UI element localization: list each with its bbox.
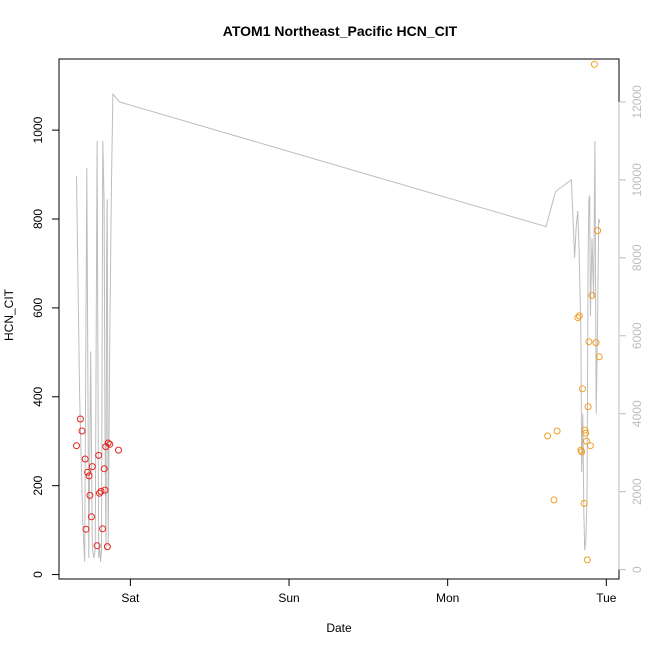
y-tick-label: 400 — [31, 386, 45, 406]
scatter-point-1-5 — [82, 525, 90, 533]
scatter-point-1-4 — [81, 455, 89, 463]
scatter-point-1-1 — [73, 442, 80, 450]
y-tick-label: 600 — [31, 298, 45, 318]
scatter-point-2-13 — [583, 556, 591, 564]
scatter-point-2-21 — [595, 353, 603, 361]
x-tick-label: Sat — [121, 591, 140, 605]
scatter-point-1-11 — [93, 542, 101, 550]
scatter-point-1-21 — [106, 440, 114, 448]
scatter-point-1-20 — [104, 439, 112, 447]
scatter-point-2-15 — [585, 338, 593, 346]
scatter-point-2-11 — [582, 429, 590, 437]
x-axis-label: Date — [326, 621, 352, 635]
scatter-point-2-12 — [583, 437, 590, 445]
scatter-point-1-12 — [95, 451, 103, 459]
x-tick-label: Mon — [436, 591, 459, 605]
scatter-point-2-9 — [580, 499, 588, 507]
scatter-point-1-13 — [96, 489, 103, 497]
scatter-point-1-19 — [103, 543, 111, 551]
scatter-point-2-14 — [584, 403, 592, 411]
scatter-point-1-2 — [76, 415, 84, 423]
scatter-point-2-1 — [544, 432, 552, 440]
scatter-point-1-22 — [115, 446, 122, 454]
y2-tick-label: 4000 — [630, 400, 644, 427]
y2-tick-label: 12000 — [630, 85, 644, 119]
x-tick-label: Tue — [596, 591, 617, 605]
scatter-point-1-17 — [101, 486, 109, 494]
scatter-point-1-18 — [102, 443, 110, 451]
scatter-point-1-3 — [78, 427, 86, 435]
scatter-point-1-8 — [86, 491, 94, 499]
scatter-point-2-7 — [578, 448, 586, 456]
plot-area: Sat Sun Mon Tue0200400600800100002000400060… — [31, 58, 644, 605]
scatter-point-1-15 — [99, 525, 107, 533]
scatter-point-2-2 — [550, 496, 558, 504]
scatter-point-2-20 — [594, 227, 602, 235]
scatter-point-1-7 — [85, 472, 93, 480]
scatter-point-1-10 — [88, 463, 96, 471]
y2-tick-label: 8000 — [630, 244, 644, 271]
y-tick-label: 800 — [31, 209, 45, 229]
scatter-point-2-3 — [553, 427, 561, 435]
scatter-point-2-4 — [574, 314, 582, 322]
chart-title: ATOM1 Northeast_Pacific HCN_CIT — [223, 23, 458, 39]
y-axis-label: HCN_CIT — [2, 288, 16, 341]
y2-tick-label: 2000 — [630, 478, 644, 505]
y2-tick-label: 6000 — [630, 322, 644, 349]
scatter-point-1-14 — [97, 487, 105, 495]
scatter-point-2-19 — [592, 339, 600, 347]
scatter-point-2-16 — [586, 442, 594, 450]
scatter-point-1-6 — [84, 468, 92, 476]
y-tick-label: 200 — [31, 475, 45, 495]
y2-tick-label: 0 — [630, 566, 644, 573]
scatter-point-2-18 — [590, 60, 598, 68]
y-tick-label: 1000 — [31, 116, 45, 143]
y-tick-label: 0 — [31, 571, 45, 578]
y2-tick-label: 10000 — [630, 163, 644, 197]
x-tick-label: Sun — [278, 591, 299, 605]
scatter-point-1-9 — [88, 513, 95, 521]
scatter-point-2-10 — [581, 426, 589, 434]
scatter-point-2-5 — [575, 312, 583, 320]
scatter-point-2-8 — [579, 385, 586, 393]
right-axis-line — [76, 92, 601, 562]
scatter-point-2-17 — [588, 291, 596, 299]
scatter-point-1-16 — [100, 465, 108, 473]
